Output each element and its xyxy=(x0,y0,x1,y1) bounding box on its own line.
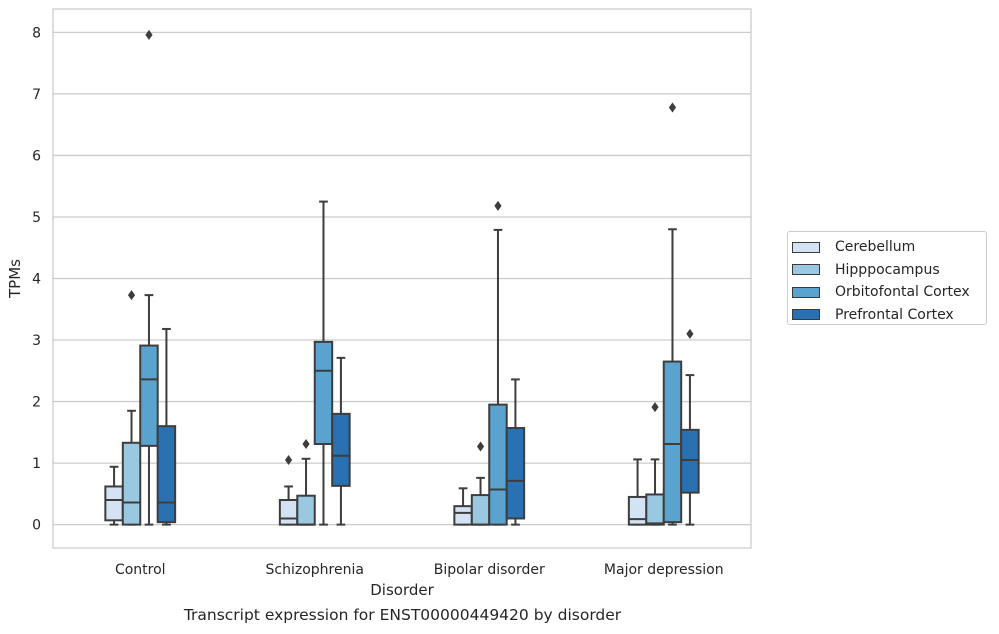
box-body xyxy=(645,493,665,526)
legend-swatch xyxy=(792,309,820,321)
box-prefrontal-cortex xyxy=(680,328,700,526)
outlier-point xyxy=(494,200,502,211)
box-orbitofontal-cortex xyxy=(662,102,683,526)
outlier-point xyxy=(686,328,694,339)
box-body xyxy=(313,340,334,446)
y-tick-label: 2 xyxy=(32,395,41,411)
box-hipppocampus xyxy=(296,439,316,526)
box-orbitofontal-cortex xyxy=(139,29,159,526)
legend-item: Prefrontal Cortex xyxy=(792,304,986,327)
box-hipppocampus xyxy=(645,402,665,526)
box-body xyxy=(156,425,177,524)
y-tick-label: 6 xyxy=(32,148,41,164)
y-tick-label: 3 xyxy=(32,333,41,349)
box-prefrontal-cortex xyxy=(505,378,526,526)
legend: Cerebellum Hipppocampus Orbitofontal Cor… xyxy=(787,231,987,325)
legend-label: Hipppocampus xyxy=(835,261,940,278)
box-hipppocampus xyxy=(470,441,491,526)
y-tick-label: 5 xyxy=(32,210,41,226)
y-tick-label: 1 xyxy=(32,456,41,472)
box-body xyxy=(470,494,491,526)
box-body xyxy=(680,428,700,494)
y-axis-label: TPMs xyxy=(6,259,24,299)
plot-frame xyxy=(52,8,752,549)
box-hipppocampus xyxy=(121,290,142,526)
box-prefrontal-cortex xyxy=(156,327,177,526)
legend-item: Orbitofontal Cortex xyxy=(792,281,986,304)
legend-swatch xyxy=(792,264,820,276)
x-tick-label: Bipolar disorder xyxy=(434,562,545,578)
box-cerebellum xyxy=(104,465,124,526)
box-orbitofontal-cortex xyxy=(488,200,508,526)
legend-item: Hipppocampus xyxy=(792,259,986,282)
legend-item: Cerebellum xyxy=(792,236,986,259)
box-body xyxy=(453,505,473,526)
boxes xyxy=(104,29,700,526)
box-orbitofontal-cortex xyxy=(313,200,334,526)
box-cerebellum xyxy=(278,455,299,526)
box-body xyxy=(296,494,316,526)
box-body xyxy=(627,495,648,526)
box-cerebellum xyxy=(453,487,473,526)
outlier-point xyxy=(302,439,310,450)
box-body xyxy=(662,360,683,524)
legend-label: Cerebellum xyxy=(835,239,916,256)
y-tick-labels: 0 1 2 3 4 5 6 7 8 xyxy=(32,25,41,533)
y-tick-label: 4 xyxy=(32,272,41,288)
outlier-point xyxy=(127,290,136,301)
outlier-point xyxy=(476,441,485,452)
x-tick-label: Schizophrenia xyxy=(266,562,364,578)
figure-caption: Transcript expression for ENST0000044942… xyxy=(183,606,622,624)
box-body xyxy=(121,441,142,526)
legend-swatch xyxy=(792,241,820,253)
outlier-point xyxy=(284,455,293,466)
legend-label: Orbitofontal Cortex xyxy=(835,284,970,301)
box-body xyxy=(278,499,299,526)
box-body xyxy=(139,344,159,447)
x-tick-label: Major depression xyxy=(604,562,724,578)
outlier-point xyxy=(651,402,659,413)
box-body xyxy=(505,427,526,520)
legend-swatch xyxy=(792,286,820,298)
box-body xyxy=(331,412,351,487)
box-cerebellum xyxy=(627,458,648,526)
x-tick-label: Control xyxy=(115,562,166,578)
y-tick-label: 8 xyxy=(32,25,41,41)
x-tick-labels: Control Schizophrenia Bipolar disorder Majo… xyxy=(115,562,724,578)
outlier-point xyxy=(668,102,677,113)
box-prefrontal-cortex xyxy=(331,356,351,526)
legend-label: Prefrontal Cortex xyxy=(835,306,954,323)
x-axis-label: Disorder xyxy=(370,581,434,599)
outlier-point xyxy=(145,29,153,40)
box-body xyxy=(488,403,508,526)
y-tick-label: 7 xyxy=(32,87,41,103)
box-body xyxy=(104,485,124,522)
y-tick-label: 0 xyxy=(32,518,41,534)
